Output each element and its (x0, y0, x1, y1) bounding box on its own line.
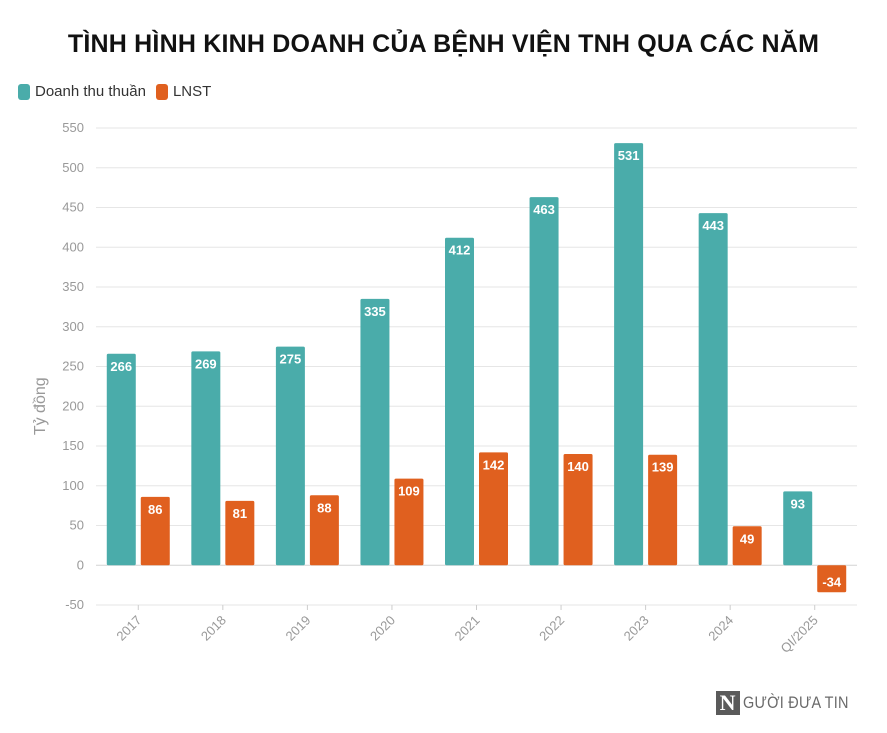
y-tick-label: 450 (62, 200, 84, 215)
data-label-profit: 88 (317, 500, 331, 515)
data-label-revenue: 266 (110, 359, 132, 374)
legend-label-revenue: Doanh thu thuần (35, 83, 146, 100)
bar-profit (140, 496, 170, 566)
x-tick-label: 2022 (536, 613, 567, 644)
bar-profit (225, 500, 255, 566)
bar-revenue (783, 491, 813, 566)
y-tick-label: -50 (65, 597, 84, 612)
bar-profit (817, 565, 847, 593)
data-label-revenue: 269 (195, 356, 217, 371)
data-label-profit: 109 (398, 484, 420, 499)
legend-swatch-revenue (18, 83, 30, 100)
data-label-profit: 81 (233, 506, 247, 521)
data-label-revenue: 531 (618, 148, 640, 163)
bar-revenue (106, 353, 136, 566)
bar-profit (479, 452, 508, 566)
data-label-profit: 49 (740, 531, 754, 546)
x-tick-label: 2019 (282, 613, 313, 644)
legend: Doanh thu thuần LNST (18, 83, 221, 100)
bar-revenue (698, 213, 728, 566)
legend-item-revenue[interactable]: Doanh thu thuần (18, 83, 146, 100)
bar-revenue (275, 346, 305, 566)
y-tick-label: 150 (62, 438, 84, 453)
bar-profit (309, 495, 339, 566)
legend-item-profit[interactable]: LNST (155, 83, 212, 100)
data-label-profit: 139 (652, 460, 674, 475)
data-label-revenue: 93 (790, 496, 804, 511)
data-label-profit: 142 (483, 457, 505, 472)
data-label-profit: 86 (148, 502, 162, 517)
y-tick-label: 400 (62, 239, 84, 254)
y-axis-title: Tỷ đồng (32, 377, 49, 435)
x-tick-label: 2021 (452, 613, 483, 644)
bar-profit (648, 454, 678, 566)
legend-swatch-profit (155, 83, 168, 100)
bar-revenue (614, 143, 644, 566)
y-tick-label: 0 (77, 557, 84, 572)
y-tick-label: 300 (62, 319, 84, 334)
bar-profit (732, 526, 762, 566)
x-tick-label: 2017 (113, 613, 144, 644)
chart-title: TÌNH HÌNH KINH DOANH CỦA BỆNH VIỆN TNH Q… (67, 30, 820, 58)
data-label-revenue: 412 (449, 243, 471, 258)
x-tick-label: QI/2025 (778, 613, 821, 656)
bar-profit (394, 478, 424, 566)
y-tick-label: 550 (62, 120, 84, 135)
x-tick-label: 2023 (621, 613, 652, 644)
y-tick-label: 350 (62, 279, 84, 294)
data-label-revenue: 443 (702, 218, 724, 233)
legend-label-profit: LNST (172, 83, 212, 100)
data-label-revenue: 463 (533, 202, 555, 217)
bar-revenue (191, 351, 221, 566)
x-tick-label: 2018 (198, 613, 229, 644)
data-label-revenue: 335 (364, 304, 386, 319)
watermark-mark: N (715, 691, 740, 715)
data-label-revenue: 275 (280, 352, 302, 367)
bar-revenue (445, 237, 474, 566)
y-tick-label: 250 (62, 359, 84, 374)
y-tick-label: 50 (70, 518, 84, 533)
bar-profit (563, 453, 593, 566)
watermark-logo: N GƯỜI ĐƯA TIN (715, 691, 867, 715)
watermark-text: GƯỜI ĐƯA TIN (742, 693, 849, 712)
x-tick-label: 2024 (705, 613, 736, 644)
bar-revenue (360, 298, 390, 566)
y-tick-label: 500 (62, 160, 84, 175)
bar-revenue (529, 197, 559, 566)
y-tick-label: 200 (62, 398, 84, 413)
data-label-profit: -34 (822, 574, 842, 589)
x-tick-label: 2020 (367, 613, 398, 644)
y-tick-label: 100 (62, 478, 84, 493)
data-label-profit: 140 (567, 459, 589, 474)
